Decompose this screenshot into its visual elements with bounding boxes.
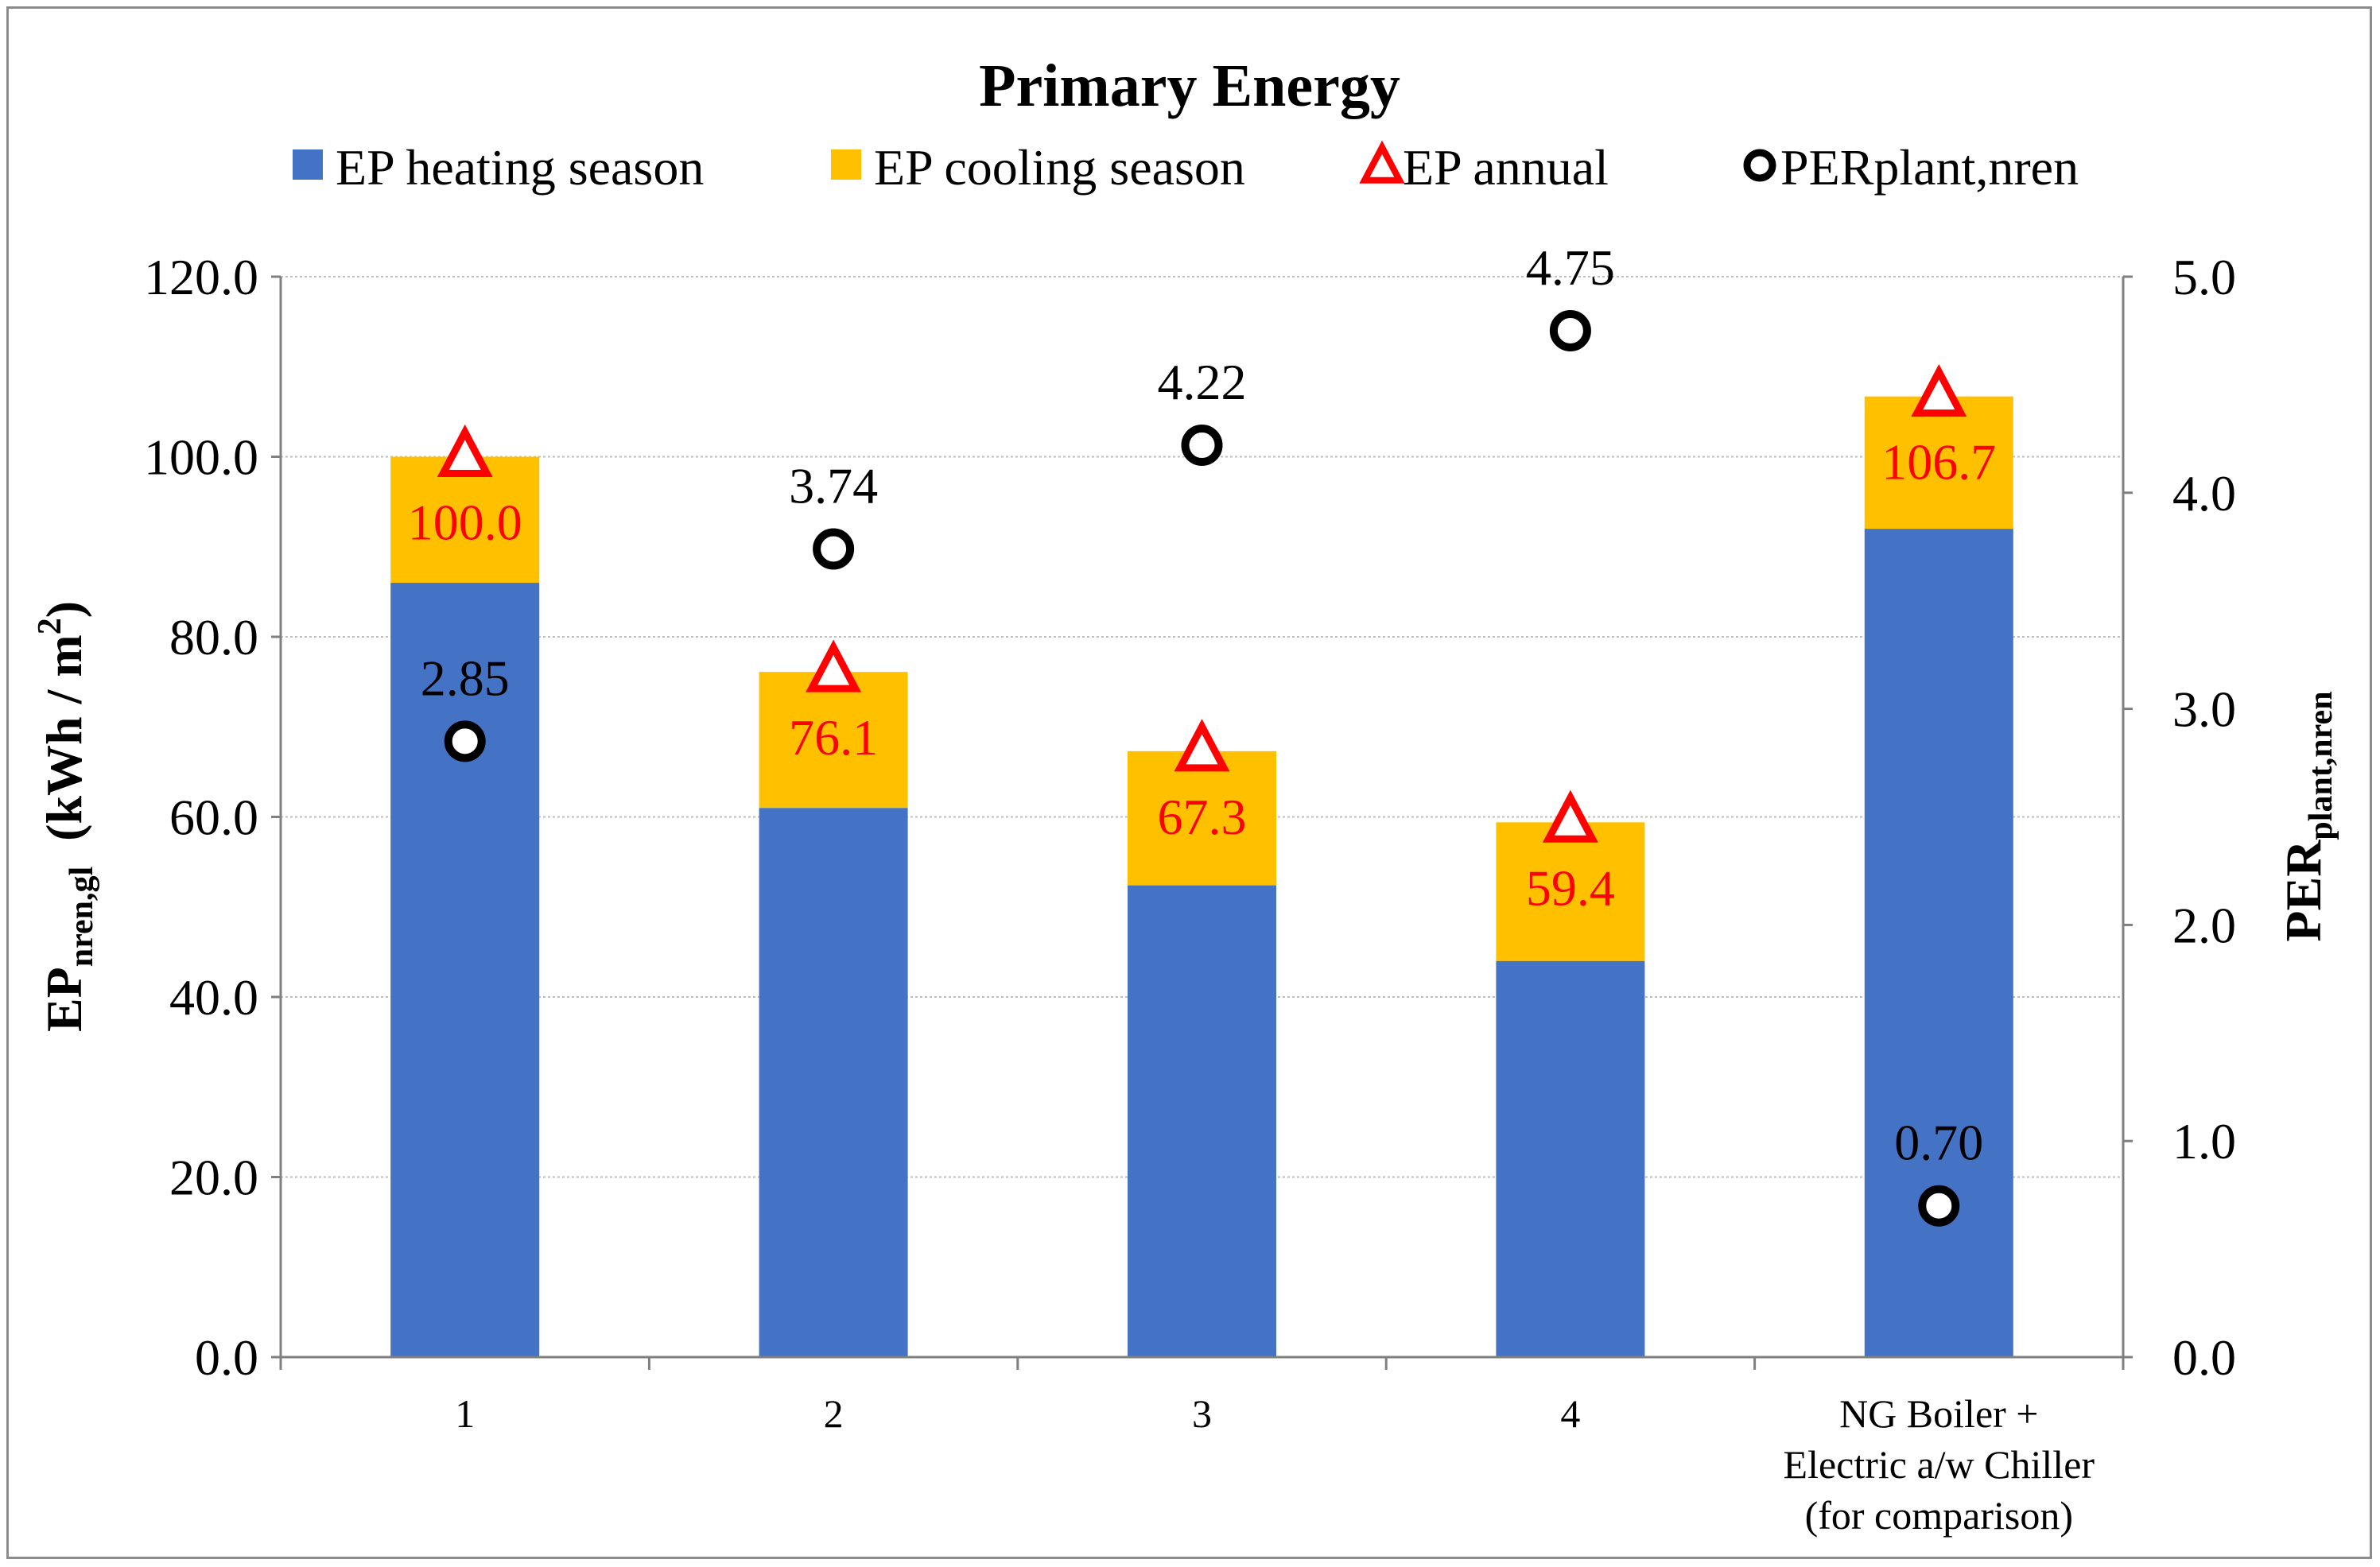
- legend-per-swatch: [1743, 149, 1776, 182]
- per-label: 2.85: [421, 650, 510, 706]
- per-marker: [1918, 1185, 1960, 1227]
- left-tick-label: 0.0: [195, 1329, 258, 1386]
- left-tick-label: 60.0: [169, 789, 258, 846]
- ep-annual-label: 106.7: [1881, 434, 1996, 491]
- right-tick-label: 0.0: [2172, 1329, 2236, 1386]
- ep-annual-label: 67.3: [1158, 789, 1247, 845]
- axes: 0.0 20.0 40.0 60.0 80.0 100.0 120.0 0.0 1.0 2.0 3.…: [144, 249, 2236, 1538]
- ep-annual-label: 100.0: [408, 495, 522, 551]
- per-label: 4.75: [1526, 239, 1615, 296]
- right-tick-label: 4.0: [2172, 465, 2236, 522]
- legend-heating-label: EP heating season: [336, 139, 704, 196]
- chart-title: Primary Energy: [979, 52, 1400, 119]
- left-axis-title-sub: nren,gl: [64, 867, 100, 967]
- category-label: 4: [1560, 1391, 1580, 1436]
- ep-annual-marker: [1174, 719, 1230, 772]
- bar-cooling-1: [390, 456, 540, 584]
- legend: EP heating season EP cooling season EP ann…: [293, 139, 2079, 196]
- bar-heating-1: [390, 583, 540, 1357]
- category-label: 1: [455, 1391, 475, 1436]
- left-tick-label: 80.0: [169, 609, 258, 665]
- ep-annual-marker: [1911, 363, 1967, 417]
- right-tick-label: 3.0: [2172, 681, 2236, 738]
- per-marker: [1181, 425, 1223, 467]
- per-label: 0.70: [1894, 1115, 1983, 1171]
- left-axis-title: EPnren,gl (kWh / m2): [32, 601, 100, 1032]
- ep-annual-label: 59.4: [1526, 859, 1615, 916]
- markers: [437, 309, 1967, 1227]
- category-label: 3: [1192, 1391, 1212, 1436]
- right-tick-label: 1.0: [2172, 1113, 2236, 1169]
- left-tick-label: 40.0: [169, 969, 258, 1026]
- bar-heating-3: [1128, 885, 1276, 1357]
- legend-cooling-label: EP cooling season: [874, 139, 1245, 196]
- data-labels: 100.0 76.1 67.3 59.4 106.7 2.85 3.74 4.22 4.75 0.…: [408, 239, 1997, 1171]
- stacked-bars: [390, 396, 2013, 1357]
- ep-annual-marker: [806, 639, 862, 692]
- category-label: 2: [824, 1391, 844, 1436]
- right-axis-title-sub: plant,nren: [2303, 691, 2339, 840]
- bar-cooling-4: [1496, 822, 1645, 961]
- left-axis-title-main: EP: [36, 967, 92, 1032]
- bar-heating-4: [1496, 960, 1645, 1357]
- per-marker: [444, 720, 486, 762]
- ep-annual-marker: [437, 424, 493, 477]
- bar-heating-5: [1864, 529, 2013, 1357]
- left-tick-label: 100.0: [144, 429, 258, 486]
- legend-annual-label: EP annual: [1403, 139, 1609, 196]
- per-label: 4.22: [1158, 354, 1247, 410]
- bar-cooling-2: [759, 672, 908, 809]
- per-marker: [1549, 309, 1591, 351]
- left-tick-label: 120.0: [144, 249, 258, 305]
- right-tick-label: 2.0: [2172, 897, 2236, 953]
- per-label: 3.74: [789, 457, 878, 514]
- axis-titles: EPnren,gl (kWh / m2) PERplant,nren: [32, 601, 2339, 1032]
- legend-per-label: PERplant,nren: [1780, 139, 2079, 196]
- legend-annual-swatch: [1359, 140, 1405, 184]
- ep-annual-marker: [1542, 789, 1598, 843]
- right-axis-title: PERplant,nren: [2275, 691, 2339, 941]
- bar-cooling-3: [1128, 751, 1276, 886]
- left-axis-title-unit: (kWh / m: [36, 634, 92, 867]
- right-axis-title-main: PER: [2275, 840, 2331, 942]
- left-axis-title-close: ): [36, 601, 92, 618]
- legend-heating-swatch: [293, 149, 323, 180]
- ep-annual-label: 76.1: [789, 709, 878, 766]
- per-marker: [813, 528, 855, 570]
- right-tick-label: 5.0: [2172, 249, 2236, 305]
- category-label: NG Boiler + Electric a/w Chiller (for comp…: [1784, 1391, 2095, 1538]
- bar-heating-2: [759, 808, 908, 1357]
- left-axis-title-sup: 2: [32, 618, 68, 634]
- bar-cooling-5: [1864, 396, 2013, 529]
- left-tick-label: 20.0: [169, 1150, 258, 1206]
- legend-cooling-swatch: [831, 149, 861, 180]
